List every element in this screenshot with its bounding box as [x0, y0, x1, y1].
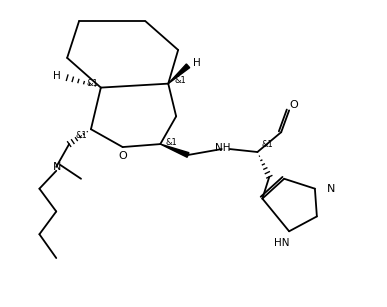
Text: HN: HN [274, 238, 290, 248]
Polygon shape [160, 144, 189, 157]
Text: N: N [327, 184, 335, 194]
Text: &1: &1 [165, 138, 177, 147]
Polygon shape [168, 64, 190, 84]
Text: H: H [53, 71, 61, 81]
Text: O: O [118, 151, 127, 161]
Text: H: H [193, 58, 201, 68]
Text: O: O [290, 100, 298, 111]
Text: &1: &1 [261, 140, 273, 149]
Text: N: N [53, 162, 62, 172]
Text: NH: NH [215, 143, 231, 153]
Text: &1: &1 [174, 76, 186, 85]
Text: &1: &1 [75, 131, 87, 140]
Text: &1: &1 [86, 79, 98, 88]
